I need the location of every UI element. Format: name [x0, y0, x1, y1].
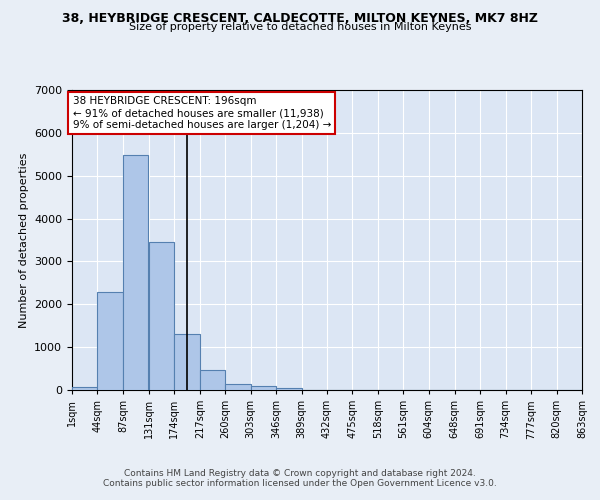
Y-axis label: Number of detached properties: Number of detached properties	[19, 152, 29, 328]
Bar	[225, 384, 251, 390]
Bar	[149, 242, 175, 390]
Bar	[123, 155, 148, 390]
Text: Contains HM Land Registry data © Crown copyright and database right 2024.: Contains HM Land Registry data © Crown c…	[124, 468, 476, 477]
Text: Size of property relative to detached houses in Milton Keynes: Size of property relative to detached ho…	[129, 22, 471, 32]
Bar	[97, 292, 123, 390]
Bar	[175, 334, 200, 390]
Bar	[251, 386, 276, 390]
Text: 38, HEYBRIDGE CRESCENT, CALDECOTTE, MILTON KEYNES, MK7 8HZ: 38, HEYBRIDGE CRESCENT, CALDECOTTE, MILT…	[62, 12, 538, 26]
Bar	[200, 370, 225, 390]
Bar	[72, 387, 97, 390]
Bar	[276, 388, 302, 390]
Text: Contains public sector information licensed under the Open Government Licence v3: Contains public sector information licen…	[103, 478, 497, 488]
Text: 38 HEYBRIDGE CRESCENT: 196sqm
← 91% of detached houses are smaller (11,938)
9% o: 38 HEYBRIDGE CRESCENT: 196sqm ← 91% of d…	[73, 96, 331, 130]
